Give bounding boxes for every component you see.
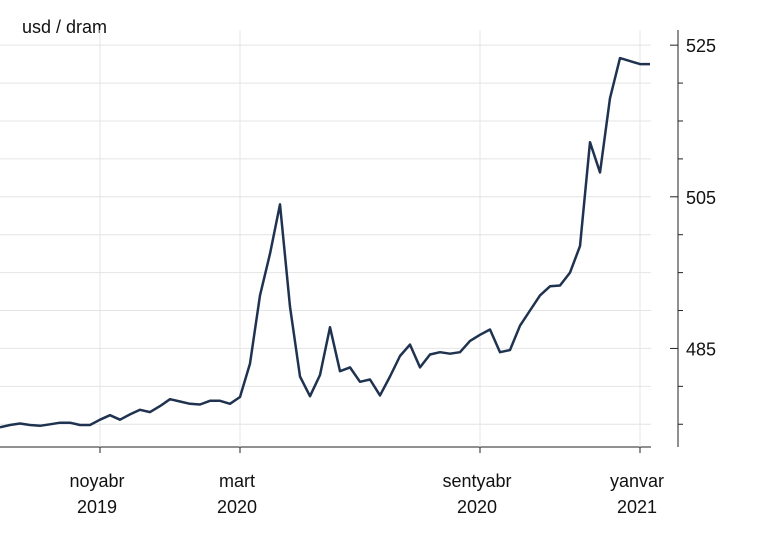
line-series xyxy=(0,56,650,429)
x-tick-label: yanvar 2021 xyxy=(610,471,664,517)
x-tick-label: mart 2020 xyxy=(217,471,257,517)
x-tick-label: noyabr 2019 xyxy=(69,471,124,517)
y-tick-label: 525 xyxy=(686,36,716,56)
y-tick-label: 505 xyxy=(686,188,716,208)
y-tick-label: 485 xyxy=(686,339,716,359)
chart-title: usd / dram xyxy=(22,17,107,37)
x-tick-label: sentyabr 2020 xyxy=(442,471,511,517)
